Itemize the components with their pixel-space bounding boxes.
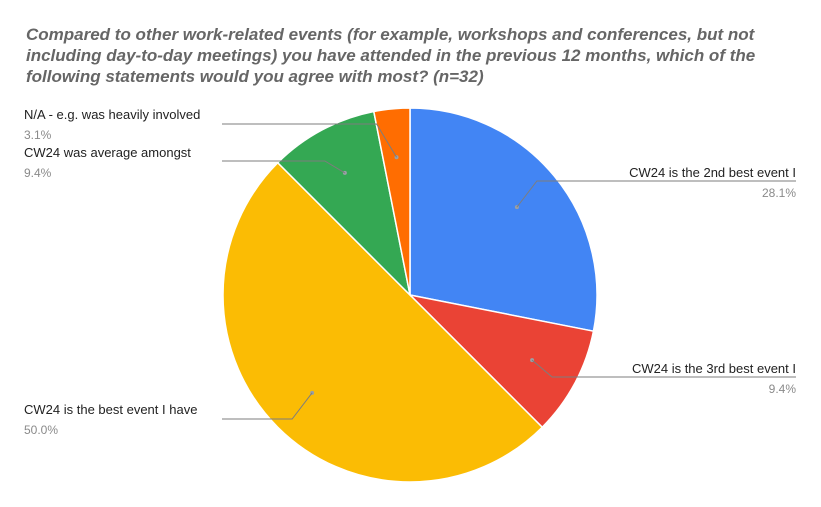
slice-percent-label: 28.1% (762, 186, 796, 200)
pie-slice (407, 293, 595, 429)
slice-percent-label: 50.0% (24, 423, 58, 437)
slice-percent-label: 9.4% (769, 382, 797, 396)
slice-label: CW24 is the best event I have (24, 402, 197, 417)
slice-label: N/A - e.g. was heavily involved (24, 107, 200, 122)
slice-percent-label: 3.1% (24, 128, 52, 142)
slice-label: CW24 is the 2nd best event I (629, 165, 796, 180)
leader-line (531, 359, 796, 378)
leader-line (222, 123, 397, 158)
slice-label: CW24 is the 3rd best event I (632, 361, 796, 376)
pie-slice (276, 110, 412, 298)
slice-label: CW24 was average amongst (24, 145, 191, 160)
pie-slice (372, 107, 411, 296)
slice-percent-label: 9.4% (24, 166, 52, 180)
pie-labels: CW24 is the 2nd best event I 28.1% CW24 is… (24, 107, 796, 437)
leader-line (222, 392, 313, 420)
leader-line (516, 180, 796, 208)
leader-line (222, 160, 346, 174)
pie-slice (409, 107, 598, 333)
pie-slices (222, 107, 598, 483)
chart-title: Compared to other work-related events (f… (26, 25, 756, 86)
pie-slice (222, 161, 544, 483)
